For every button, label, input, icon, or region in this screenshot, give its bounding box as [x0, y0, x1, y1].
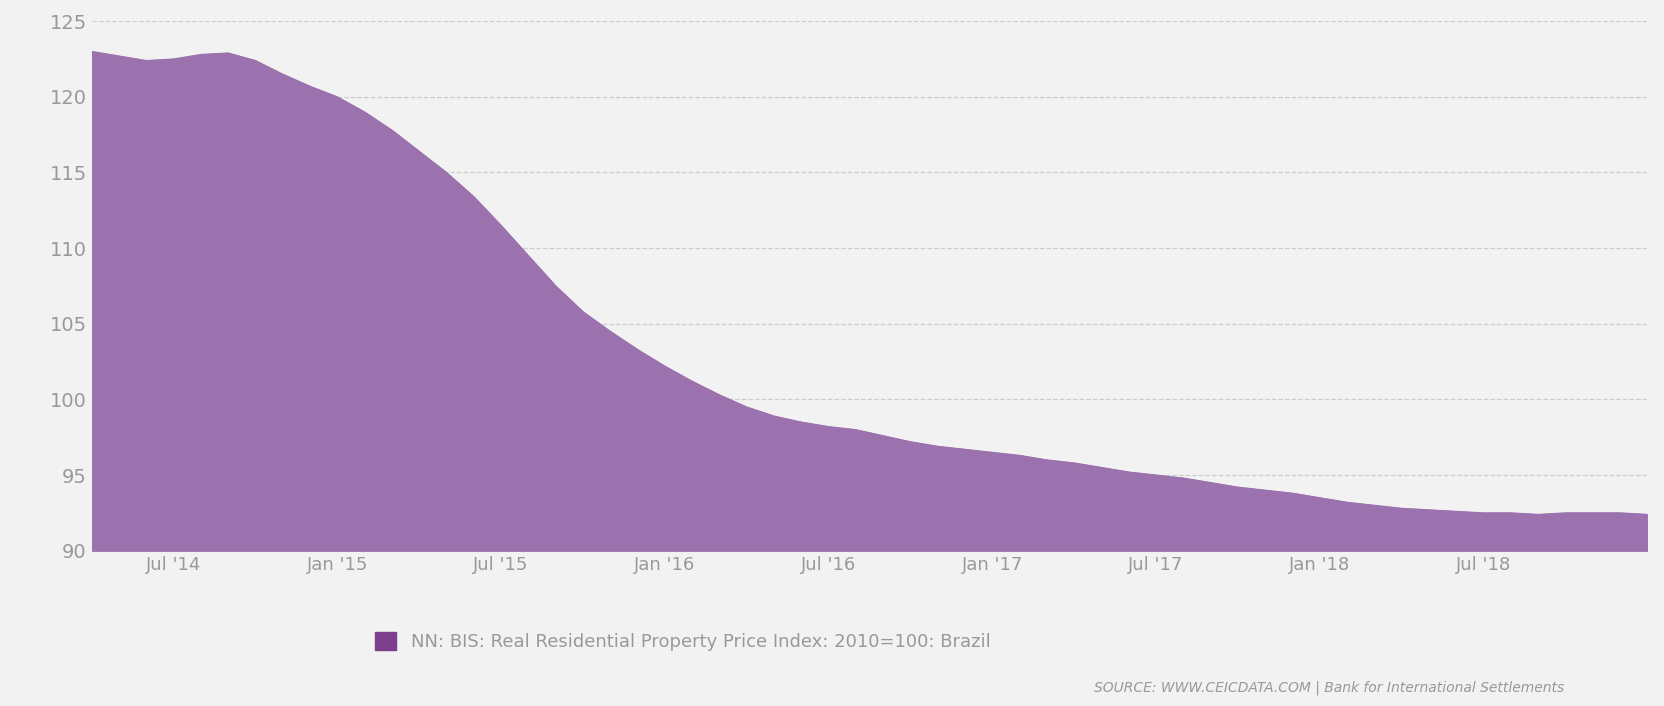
Text: SOURCE: WWW.CEICDATA.COM | Bank for International Settlements: SOURCE: WWW.CEICDATA.COM | Bank for Inte… — [1093, 681, 1564, 695]
Legend: NN: BIS: Real Residential Property Price Index: 2010=100: Brazil: NN: BIS: Real Residential Property Price… — [368, 624, 998, 658]
